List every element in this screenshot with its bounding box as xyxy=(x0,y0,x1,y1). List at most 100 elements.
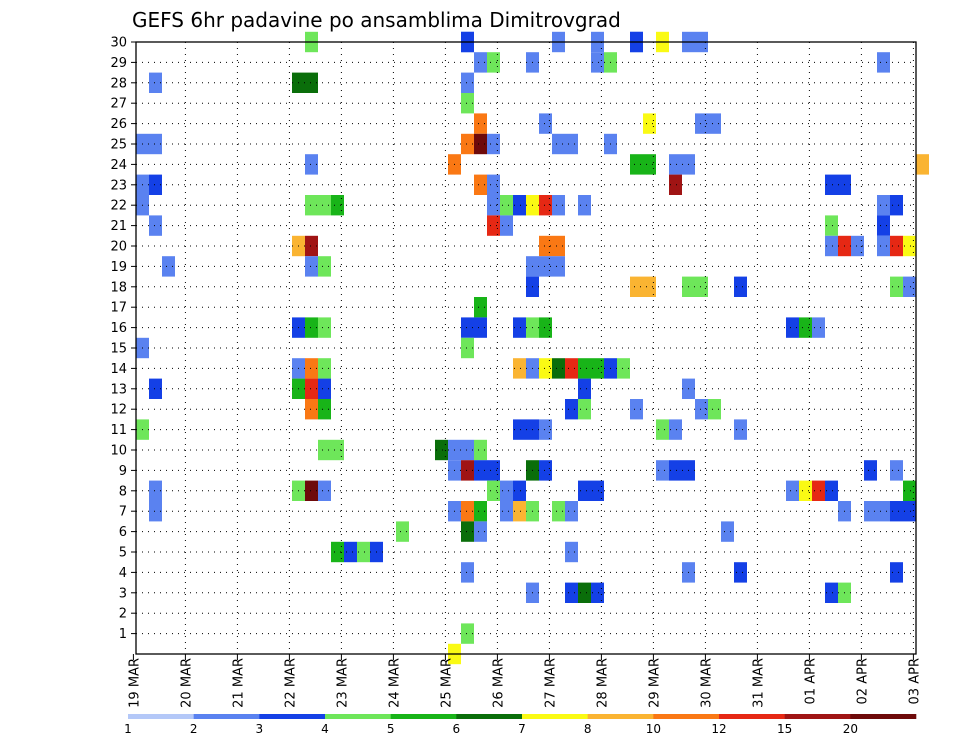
x-tick-label-9: 28 MAR xyxy=(595,658,610,708)
cell-185 xyxy=(331,541,344,563)
cell-195 xyxy=(565,582,578,603)
y-tick-label-27: 27 xyxy=(110,97,127,112)
colorbar-label-1: 2 xyxy=(190,722,198,736)
cell-196 xyxy=(578,582,591,603)
cell-125 xyxy=(578,399,591,420)
cell-126 xyxy=(630,399,643,420)
cell-127 xyxy=(695,399,708,420)
cell-40 xyxy=(916,154,929,175)
x-tick-label-6: 25 MAR xyxy=(439,658,454,708)
cell-73 xyxy=(877,235,890,257)
x-tick-label-4: 23 MAR xyxy=(335,658,350,708)
cell-53 xyxy=(500,195,513,216)
colorbar-label-4: 5 xyxy=(387,722,395,736)
colorbar-label-3: 4 xyxy=(321,722,329,736)
y-tick-label-28: 28 xyxy=(110,76,127,91)
cell-96 xyxy=(513,317,526,338)
cell-178 xyxy=(877,501,890,522)
cell-13 xyxy=(591,52,604,73)
cell-186 xyxy=(344,541,357,563)
cell-152 xyxy=(890,460,903,481)
cell-115 xyxy=(617,358,630,379)
colorbar-swatch-7 xyxy=(587,714,654,719)
colorbar-label-8: 10 xyxy=(646,722,661,736)
cell-120 xyxy=(578,378,591,399)
colorbar-swatch-0 xyxy=(128,714,194,719)
colorbar-label-11: 20 xyxy=(843,722,858,736)
ensemble-cells xyxy=(136,31,929,665)
cell-119 xyxy=(318,378,331,399)
cell-184 xyxy=(721,521,734,542)
cell-135 xyxy=(734,419,747,440)
cell-84 xyxy=(643,276,656,297)
cell-21 xyxy=(474,113,487,134)
cell-166 xyxy=(903,480,916,501)
cell-153 xyxy=(149,480,162,501)
x-tick-label-1: 20 MAR xyxy=(179,658,194,708)
cell-78 xyxy=(318,256,331,277)
colorbar-label-2: 3 xyxy=(256,722,264,736)
cell-18 xyxy=(305,72,318,93)
cell-45 xyxy=(669,174,682,195)
cell-187 xyxy=(357,541,370,563)
cell-56 xyxy=(539,195,552,216)
cell-63 xyxy=(500,215,513,236)
colorbar-swatch-11 xyxy=(850,714,917,719)
y-tick-label-18: 18 xyxy=(110,280,127,295)
x-tick-label-8: 27 MAR xyxy=(543,658,558,708)
cell-27 xyxy=(149,133,162,155)
colorbar-swatch-3 xyxy=(325,714,391,719)
cell-100 xyxy=(799,317,812,338)
cell-144 xyxy=(474,460,487,481)
y-tick-label-6: 6 xyxy=(119,525,127,540)
cell-69 xyxy=(552,235,565,257)
cell-182 xyxy=(461,521,474,542)
colorbar: 1 2 3 4 5 6 7 8 10 12 15 20 xyxy=(124,714,917,736)
cell-22 xyxy=(539,113,552,134)
x-tick-label-13: 01 APR xyxy=(803,658,818,704)
cell-28 xyxy=(461,133,474,155)
cell-147 xyxy=(539,460,552,481)
cell-15 xyxy=(877,52,890,73)
cell-32 xyxy=(565,133,578,155)
x-tick-label-11: 30 MAR xyxy=(699,658,714,708)
cell-148 xyxy=(656,460,669,481)
cell-145 xyxy=(487,460,500,481)
cell-197 xyxy=(591,582,604,603)
cell-111 xyxy=(565,358,578,379)
cell-81 xyxy=(552,256,565,277)
colorbar-label-0: 1 xyxy=(124,722,132,736)
cell-124 xyxy=(565,399,578,420)
cell-180 xyxy=(903,501,916,522)
colorbar-label-7: 8 xyxy=(584,722,592,736)
cell-181 xyxy=(396,521,409,542)
cell-179 xyxy=(890,501,903,522)
cell-189 xyxy=(565,541,578,563)
x-tick-label-3: 22 MAR xyxy=(283,658,298,708)
colorbar-swatch-2 xyxy=(259,714,326,719)
cell-132 xyxy=(539,419,552,440)
cell-52 xyxy=(487,195,500,216)
x-tick-label-12: 31 MAR xyxy=(751,658,766,708)
cell-161 xyxy=(591,480,604,501)
cell-10 xyxy=(474,52,487,73)
colorbar-label-10: 15 xyxy=(777,722,792,736)
cell-64 xyxy=(825,215,838,236)
y-tick-label-16: 16 xyxy=(110,321,127,336)
cell-37 xyxy=(643,154,656,175)
colorbar-swatch-1 xyxy=(193,714,260,719)
cell-116 xyxy=(149,378,162,399)
cell-136 xyxy=(318,439,331,461)
cell-57 xyxy=(552,195,565,216)
y-tick-label-10: 10 xyxy=(110,444,127,459)
y-tick-label-22: 22 xyxy=(110,199,127,214)
x-tick-label-14: 02 APR xyxy=(855,658,870,704)
cell-143 xyxy=(461,460,474,481)
cell-138 xyxy=(435,439,448,461)
cell-107 xyxy=(513,358,526,379)
y-tick-label-1: 1 xyxy=(119,627,127,642)
cell-42 xyxy=(149,174,162,195)
x-tick-label-2: 21 MAR xyxy=(231,658,246,708)
y-tick-label-12: 12 xyxy=(110,403,127,418)
cell-36 xyxy=(630,154,643,175)
